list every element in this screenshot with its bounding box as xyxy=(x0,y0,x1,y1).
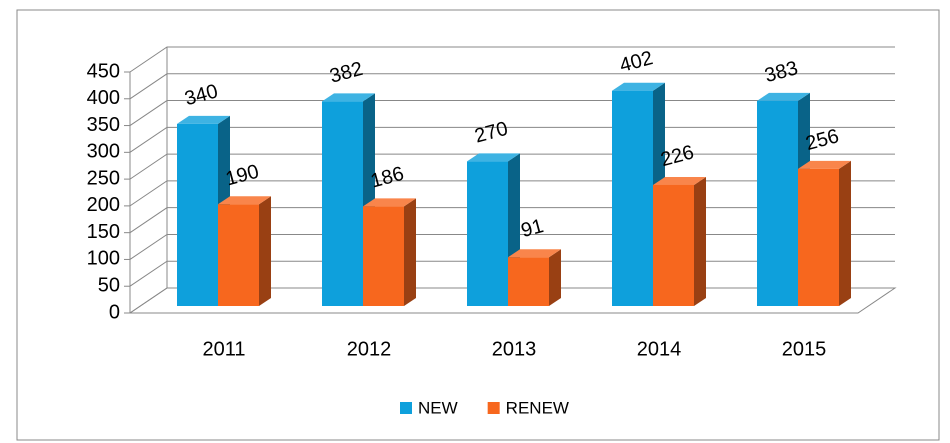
bar xyxy=(218,196,271,306)
y-tick-label: 150 xyxy=(87,221,120,243)
y-tick-label: 0 xyxy=(109,301,120,323)
bar-front xyxy=(467,161,508,306)
bar-side xyxy=(259,196,271,306)
y-tick-label: 50 xyxy=(98,275,120,297)
x-tick-label: 2011 xyxy=(202,338,245,360)
y-tick-label: 400 xyxy=(87,87,120,109)
bar-top xyxy=(467,153,520,162)
bar-front xyxy=(218,204,259,306)
bar-front xyxy=(322,101,363,306)
legend-label: RENEW xyxy=(506,398,569,417)
x-tick-label: 2013 xyxy=(492,338,537,360)
legend-swatch xyxy=(487,402,500,414)
bar-front xyxy=(508,257,549,306)
bar-top xyxy=(798,160,851,169)
grid-line xyxy=(129,73,895,100)
grid-line xyxy=(129,46,895,73)
x-tick-label: 2015 xyxy=(782,338,827,360)
bar-top xyxy=(757,92,810,101)
bar-side xyxy=(694,176,706,306)
y-tick-label: 450 xyxy=(87,60,120,82)
bar-front xyxy=(612,90,653,306)
bar-front xyxy=(757,100,798,306)
bar-top xyxy=(508,249,561,258)
x-tick-label: 2014 xyxy=(637,338,682,360)
bar-top xyxy=(653,176,706,185)
y-tick-label: 350 xyxy=(87,114,120,136)
y-tick-label: 200 xyxy=(87,194,120,216)
bar xyxy=(363,198,416,306)
y-tick-label: 300 xyxy=(87,141,120,163)
bar-side xyxy=(404,198,416,306)
bar-top xyxy=(363,198,416,207)
bar-top xyxy=(177,115,230,124)
bar-side xyxy=(549,249,561,306)
bar xyxy=(653,176,706,306)
y-tick-label: 100 xyxy=(87,248,120,270)
bar-front xyxy=(363,206,404,306)
legend-swatch xyxy=(400,402,412,414)
y-tick-label: 250 xyxy=(87,167,120,189)
bar xyxy=(508,249,561,306)
bar-top xyxy=(218,196,271,205)
bar-front xyxy=(798,168,839,306)
bar-top xyxy=(322,93,375,102)
legend-label: NEW xyxy=(418,398,458,417)
bar-front xyxy=(177,123,218,307)
bar-side xyxy=(839,160,851,306)
bar xyxy=(798,160,851,306)
bar-front xyxy=(653,184,694,306)
x-tick-label: 2012 xyxy=(347,338,392,360)
bar-top xyxy=(612,82,665,91)
